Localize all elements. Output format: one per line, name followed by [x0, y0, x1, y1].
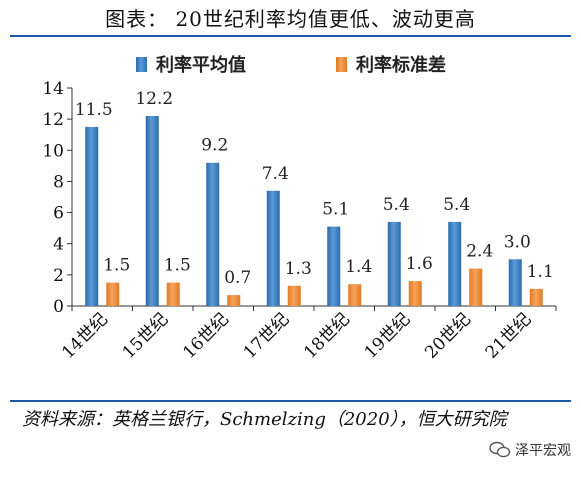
source-note: 资料来源：英格兰银行，Schmelzing（2020），恒大研究院 [22, 409, 507, 430]
legend: 利率平均值 利率标准差 [136, 54, 446, 76]
bar-mean [206, 162, 220, 306]
legend-label-1: 利率平均值 [156, 54, 246, 76]
bar-stddev [469, 268, 483, 306]
x-category-label: 20世纪 [421, 309, 474, 362]
x-category-label: 21世纪 [482, 309, 535, 362]
y-tick-label: 0 [53, 297, 64, 317]
value-label-mean: 3.0 [504, 232, 531, 252]
legend-swatch-2 [336, 57, 347, 72]
value-label-stddev: 0.7 [224, 268, 251, 288]
bar-stddev [227, 295, 241, 306]
bar-stddev [166, 282, 180, 306]
watermark-text: 泽平宏观 [515, 443, 571, 459]
top-rule [10, 35, 571, 37]
legend-swatch-1 [136, 57, 147, 72]
bar-mean [508, 259, 522, 306]
y-tick-label: 8 [53, 172, 64, 192]
bar-mean [387, 221, 401, 306]
bar-mean [266, 190, 280, 306]
y-tick-label: 12 [42, 110, 64, 130]
bar-chart: 利率平均值 利率标准差 0 2 4 6 8 10 12 14 14世纪 15世纪 16世纪 17世纪 18… [42, 54, 557, 363]
x-category-label: 19世纪 [361, 309, 414, 362]
value-label-stddev: 2.4 [466, 242, 493, 262]
bars: 11.5 1.5 12.2 1.5 9.2 0.7 7.4 1.3 5.1 1.4 5.4 1.6 5.… [75, 89, 554, 307]
value-label-mean: 5.4 [383, 195, 410, 215]
y-tick-label: 6 [53, 204, 64, 224]
value-label-mean: 5.1 [322, 200, 349, 220]
bar-stddev [287, 285, 301, 306]
y-tick-label: 14 [42, 79, 64, 99]
x-category-label: 16世纪 [179, 309, 232, 362]
y-tick-label: 2 [53, 266, 64, 286]
value-label-mean: 12.2 [135, 89, 173, 109]
wechat-icon [489, 441, 511, 458]
value-label-stddev: 1.3 [285, 259, 312, 279]
value-label-stddev: 1.4 [345, 257, 372, 277]
x-category-label: 18世纪 [300, 309, 353, 362]
bar-stddev [408, 281, 422, 306]
bar-mean [85, 126, 99, 306]
bar-stddev [106, 282, 120, 306]
chart-title: 图表： 20世纪利率均值更低、波动更高 [105, 6, 476, 31]
bar-mean [145, 116, 159, 307]
value-label-stddev: 1.5 [164, 256, 191, 276]
y-tick-label: 4 [53, 235, 64, 255]
value-label-stddev: 1.1 [527, 262, 554, 282]
x-category-label: 14世纪 [58, 309, 111, 362]
value-label-stddev: 1.6 [406, 254, 433, 274]
bar-stddev [529, 288, 543, 306]
value-label-mean: 7.4 [262, 164, 289, 184]
watermark: 泽平宏观 [489, 440, 571, 460]
bar-stddev [348, 284, 362, 306]
y-tick-label: 10 [42, 141, 64, 161]
value-label-stddev: 1.5 [103, 256, 130, 276]
legend-label-2: 利率标准差 [356, 54, 446, 76]
value-label-mean: 5.4 [443, 195, 470, 215]
value-label-mean: 11.5 [75, 100, 113, 120]
bottom-rule [10, 400, 571, 402]
value-label-mean: 9.2 [201, 136, 228, 156]
bar-mean [448, 221, 462, 306]
bar-mean [327, 226, 341, 306]
x-category-label: 15世纪 [119, 309, 172, 362]
x-category-label: 17世纪 [240, 309, 293, 362]
